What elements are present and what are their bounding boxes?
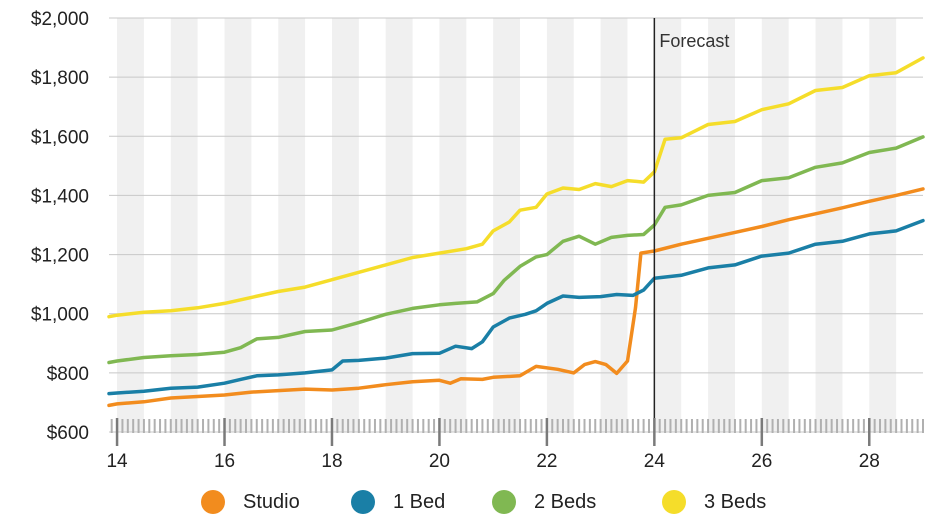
legend-label: 2 Beds <box>534 490 597 513</box>
legend-item: 1 Bed <box>351 482 445 522</box>
x-tick-label: 14 <box>106 451 128 472</box>
y-tick-label: $1,600 <box>31 127 89 148</box>
band <box>439 18 467 432</box>
legend-item: Studio <box>201 482 300 522</box>
band <box>546 18 574 432</box>
x-tick-label: 22 <box>536 451 557 472</box>
legend-label: 3 Beds <box>704 490 767 513</box>
x-tick-label: 16 <box>214 451 235 472</box>
y-tick-label: $1,000 <box>31 305 89 326</box>
series-line-2 <box>107 135 925 365</box>
band <box>869 18 897 432</box>
forecast-annotation: Forecast <box>653 18 729 418</box>
x-tick-label: 28 <box>859 451 880 472</box>
y-axis: $600 $800 $1,000 $1,200 $1,400 $1,600 $1,800 $2… <box>31 9 89 444</box>
band <box>331 18 359 432</box>
legend-swatch <box>201 490 225 514</box>
y-tick-label: $1,800 <box>31 68 89 89</box>
series-line-0 <box>107 187 925 408</box>
band <box>815 18 843 432</box>
series-lines <box>107 56 925 408</box>
band <box>224 18 252 432</box>
band <box>278 18 306 432</box>
legend-label: 1 Bed <box>393 490 446 513</box>
x-tick-label: 20 <box>429 451 450 472</box>
y-tick-label: $1,200 <box>31 246 89 267</box>
legend: Studio 1 Bed 2 Beds 3 Beds <box>0 482 941 522</box>
band <box>708 18 735 432</box>
series-line-1 <box>107 218 925 396</box>
forecast-label: Forecast <box>659 31 729 51</box>
legend-item: 2 Beds <box>492 482 596 522</box>
y-gridlines <box>109 17 923 433</box>
legend-label: Studio <box>243 490 300 513</box>
legend-swatch <box>351 490 375 514</box>
y-tick-label: $800 <box>47 364 89 385</box>
chart-area: $600 $800 $1,000 $1,200 $1,400 $1,600 $1,800 $2… <box>31 9 925 472</box>
series-line-3 <box>107 56 925 319</box>
x-tick-label: 18 <box>321 451 342 472</box>
legend-item: 3 Beds <box>662 482 766 522</box>
band <box>654 18 682 432</box>
y-tick-label: $1,400 <box>31 186 89 207</box>
y-tick-label: $2,000 <box>31 9 89 30</box>
band <box>117 18 144 432</box>
x-tick-label: 26 <box>751 451 772 472</box>
x-tick-label: 24 <box>644 451 666 472</box>
band <box>385 18 413 432</box>
band <box>170 18 198 432</box>
legend-swatch <box>662 490 686 514</box>
x-axis: 14 16 18 20 22 24 26 28 <box>106 418 924 472</box>
legend-swatch <box>492 490 516 514</box>
background-bands <box>117 18 897 432</box>
y-tick-label: $600 <box>47 423 89 444</box>
